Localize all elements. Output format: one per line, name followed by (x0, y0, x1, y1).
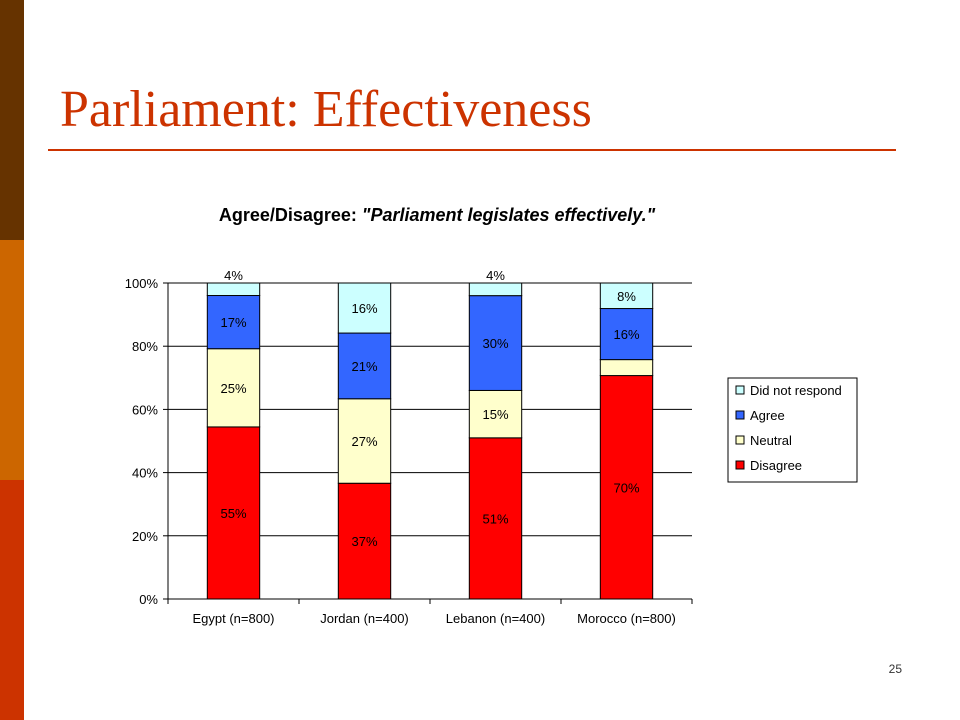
legend-swatch (735, 460, 745, 470)
data-label: 21% (351, 359, 377, 374)
y-tick-label: 40% (132, 466, 158, 481)
data-label: 17% (220, 315, 246, 330)
data-label: 15% (482, 407, 508, 422)
accent-bar-middle (0, 240, 24, 480)
chart-title-quote: "Parliament legislates effectively." (362, 205, 656, 225)
slide-title: Parliament: Effectiveness (60, 81, 592, 138)
bar-segment (206, 348, 261, 428)
y-tick-label: 100% (125, 276, 159, 291)
bar-segment (206, 295, 261, 350)
bars: 55%25%17%4%37%27%21%16%51%15%30%4%70%5%1… (206, 268, 654, 600)
bar-segment (206, 426, 261, 600)
y-tick-label: 0% (139, 592, 158, 607)
y-tick-label: 80% (132, 339, 158, 354)
bar-segment (337, 282, 392, 334)
x-category-label: Jordan (n=400) (320, 611, 409, 626)
x-category-label: Morocco (n=800) (577, 611, 676, 626)
accent-bar-bottom (0, 480, 24, 720)
legend: Did not respond Agree Neutral Disagree (727, 377, 858, 483)
bar-segment (599, 308, 654, 361)
accent-bar-top (0, 0, 24, 240)
legend-box (727, 377, 858, 483)
bar-segment (337, 482, 392, 600)
bar-segment (337, 332, 392, 400)
bar-segment (468, 437, 523, 600)
bar-segment (468, 389, 523, 439)
data-label: 4% (486, 268, 505, 283)
chart-title: Agree/Disagree: "Parliament legislates e… (219, 205, 656, 225)
legend-label: Neutral (750, 433, 792, 448)
bar-segment (599, 375, 654, 600)
data-label: 8% (617, 289, 636, 304)
data-label: 16% (351, 301, 377, 316)
bar-segment (337, 398, 392, 484)
axes: 0% 20% 40% 60% 80% 100% Egypt (n=800) Jordan (n… (125, 276, 693, 626)
title-divider (48, 149, 896, 151)
data-label: 27% (351, 434, 377, 449)
x-category-label: Lebanon (n=400) (446, 611, 545, 626)
bar-segment (599, 282, 654, 310)
slide-number: 25 (888, 662, 902, 676)
data-label: 55% (220, 506, 246, 521)
bar-segment (206, 282, 261, 297)
data-label: 37% (351, 534, 377, 549)
legend-label: Did not respond (750, 383, 842, 398)
y-tick-label: 20% (132, 529, 158, 544)
legend-swatch (735, 410, 745, 420)
y-tick-label: 60% (132, 402, 158, 417)
chart-title-prefix: Agree/Disagree: (219, 205, 362, 225)
data-label: 16% (613, 327, 639, 342)
data-label: 25% (220, 381, 246, 396)
data-label: 4% (224, 268, 243, 283)
legend-swatch (735, 385, 745, 395)
data-label: 70% (613, 480, 639, 495)
legend-label: Disagree (750, 458, 802, 473)
bar-segment (599, 359, 654, 377)
x-category-label: Egypt (n=800) (192, 611, 274, 626)
legend-swatch (735, 435, 745, 445)
bar-segment (468, 282, 523, 297)
legend-label: Agree (750, 408, 785, 423)
data-label: 51% (482, 511, 508, 526)
data-label: 30% (482, 336, 508, 351)
